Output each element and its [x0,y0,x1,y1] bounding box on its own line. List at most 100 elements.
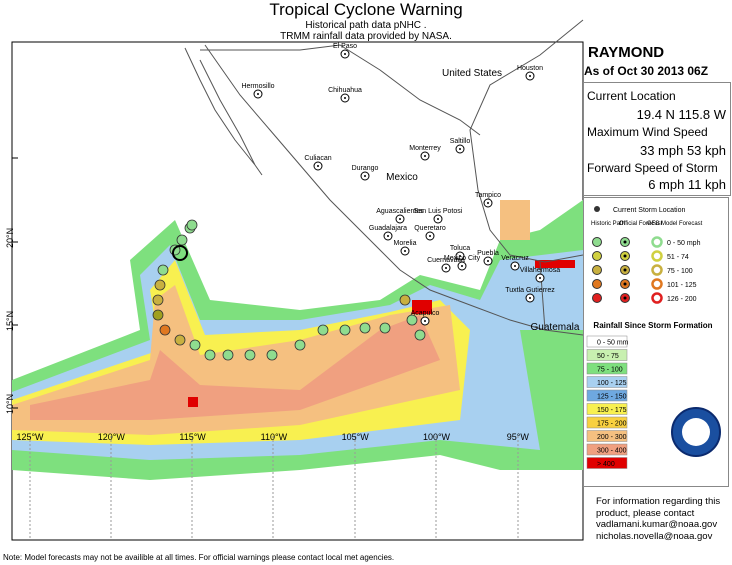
legend-swatch [586,362,628,375]
legend-historic [592,237,602,247]
legend-label: 75 - 100 [667,268,693,275]
track-point [189,339,201,351]
city-dot [424,320,426,322]
place-label: Guatemala [531,322,580,333]
legend-historic [592,293,602,303]
legend-official-dot [623,240,627,244]
place-label: Hermosillo [241,83,274,90]
track-point [294,339,306,351]
legend-label: 175 - 200 [597,421,627,428]
city-dot [424,155,426,157]
as-of: As of Oct 30 2013 06Z [584,64,709,78]
label: Maximum Wind Speed [587,125,708,139]
place-label: Acapulco [411,310,440,317]
legend-historic [592,279,602,289]
legend-column: GFS Model Forecast [647,221,703,227]
ticks [12,157,18,409]
place-label: San Luis Potosi [414,208,463,215]
legend-label: 100 - 125 [597,380,627,387]
legend-swatch [586,443,628,456]
city-dot [487,202,489,204]
legend-swatch [586,389,628,402]
legend-label: 200 - 300 [597,434,627,441]
legend-title: Rainfall Since Storm Formation [593,321,712,330]
legend-official-dot [623,296,627,300]
city-dot [344,53,346,55]
city-dot [404,250,406,252]
legend-gfs [651,278,663,290]
current-location [172,245,188,261]
value: 19.4 N 115.8 W [636,107,726,122]
legend-label: 51 - 74 [667,254,689,261]
place-label: El Paso [333,43,357,50]
place-label: Monterrey [409,145,441,152]
legend-swatch [586,430,628,442]
track-point [317,324,329,336]
city-dot [461,265,463,267]
lon-label: 100°W [423,432,451,442]
place-label: United States [442,68,502,79]
legend-label: 0 - 50 mph [667,240,701,247]
lon-label: 120°W [98,432,126,442]
lat-label: 10°N [5,394,15,414]
city-dot [459,148,461,150]
legend-swatch [586,376,628,388]
legend-historic [592,265,602,275]
track-point [244,349,256,361]
place-label: Villahermosa [520,267,560,274]
city-dot [459,255,461,257]
track-point [186,219,198,231]
track-point [174,334,186,346]
legend-official-dot [623,282,627,286]
legend-historic [592,251,602,261]
credit: TRMM rainfall data provided by NASA. [280,31,452,42]
track-point [266,349,278,361]
track-point [359,322,371,334]
legend-swatch [586,403,628,415]
place-label: Mexico [386,172,418,183]
legend-label: 125 - 150 [597,394,627,401]
noaa-logo-inner [682,418,710,446]
place-label: Tuxtla Gutierrez [505,287,555,294]
city-dot [364,175,366,177]
city-dot [514,265,516,267]
place-label: Guadalajara [369,225,407,232]
credit: Historical path data pNHC . [305,20,427,31]
city-dot [529,75,531,77]
city-dot [429,235,431,237]
storm-name: RAYMOND [588,44,665,61]
city-dot [399,218,401,220]
legend-swatch [586,457,628,469]
legend-label: 126 - 200 [667,296,697,303]
legend-label: 101 - 125 [667,282,697,289]
city-dot [344,97,346,99]
legend-column: Historic Path [591,221,625,227]
contact-line: nicholas.novella@noaa.gov [596,530,713,542]
lon-label: 110°W [261,432,288,442]
label: Current Location [587,89,676,103]
track-point [157,264,169,276]
lon-label: 95°W [507,432,530,442]
track-point [339,324,351,336]
legend-gfs [651,292,663,304]
value: 6 mph 11 kph [648,177,726,192]
track-point [152,309,164,321]
legend-swatch [586,335,628,348]
legend-label: 300 - 400 [597,448,627,455]
track-point [379,322,391,334]
legend-label: > 400 [597,461,615,468]
title: Tropical Cyclone Warning [269,0,463,19]
lat-label: 20°N [5,228,15,248]
legend-column: Official Forecast [619,221,663,227]
note: Note: Model forecasts may not be availib… [3,553,395,562]
info-box: Current Location 19.4 N 115.8 W Maximum … [583,82,731,196]
value: 33 mph 53 kph [639,143,726,158]
contact: For information regarding this product, p… [596,496,720,542]
lon-label: 125°W [16,432,44,442]
label: Forward Speed of Storm [587,161,718,175]
place-label: Durango [352,165,379,172]
place-label: Chihuahua [328,87,362,94]
contact-line: product, please contact [596,507,695,519]
